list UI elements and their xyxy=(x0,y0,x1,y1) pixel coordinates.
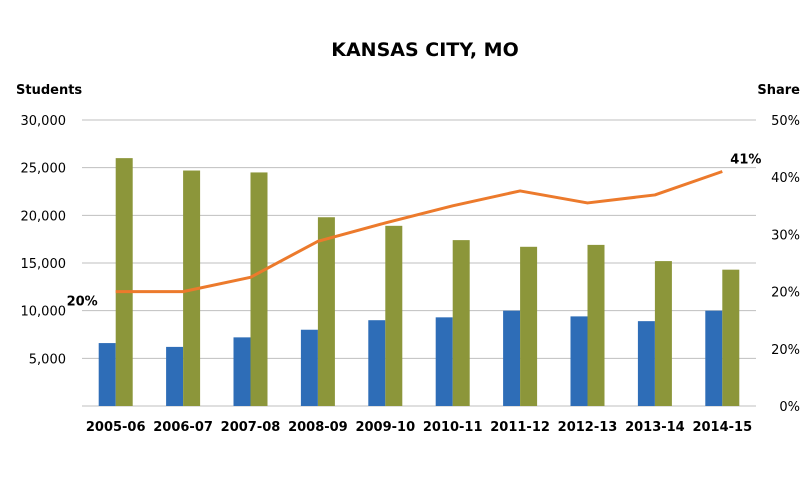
category-label: 2009-10 xyxy=(355,420,415,435)
data-label: 41% xyxy=(730,152,761,167)
bar-series-1 xyxy=(234,337,251,406)
left-tick-label: 15,000 xyxy=(21,257,67,272)
bar-series-2 xyxy=(520,247,537,406)
left-tick-label: 30,000 xyxy=(21,114,67,129)
bar-series-2 xyxy=(588,245,605,406)
bar-series-1 xyxy=(166,347,183,406)
right-tick-label: 20% xyxy=(771,343,800,358)
left-tick-label: 5,000 xyxy=(29,352,66,367)
category-label: 2012-13 xyxy=(558,420,618,435)
bar-series-2 xyxy=(453,240,470,406)
left-tick-label: 20,000 xyxy=(21,209,67,224)
category-label: 2005-06 xyxy=(86,420,146,435)
category-label: 2011-12 xyxy=(490,420,550,435)
bar-series-2 xyxy=(318,217,335,406)
right-tick-label: 40% xyxy=(771,171,800,186)
bar-series-2 xyxy=(116,158,133,406)
bar-series-2 xyxy=(251,172,268,406)
right-axis-label: Share xyxy=(757,83,800,98)
bar-series-1 xyxy=(503,311,520,406)
right-tick-label: 50% xyxy=(771,114,800,129)
bar-series-1 xyxy=(99,343,116,406)
right-tick-label: 30% xyxy=(771,228,800,243)
bar-series-1 xyxy=(638,321,655,406)
category-label: 2007-08 xyxy=(221,420,281,435)
bar-series-2 xyxy=(722,270,739,406)
left-axis-label: Students xyxy=(16,83,82,98)
bar-series-1 xyxy=(368,320,385,406)
left-tick-label: 10,000 xyxy=(21,305,67,320)
bar-series-2 xyxy=(655,261,672,406)
right-tick-label: 20% xyxy=(771,286,800,301)
bar-series-2 xyxy=(385,226,402,406)
bar-series-1 xyxy=(705,311,722,406)
category-label: 2013-14 xyxy=(625,420,685,435)
left-tick-label: 25,000 xyxy=(21,162,67,177)
bar-series-1 xyxy=(301,330,318,406)
category-label: 2006-07 xyxy=(153,420,213,435)
category-label: 2010-11 xyxy=(423,420,483,435)
category-label: 2008-09 xyxy=(288,420,348,435)
bar-series-1 xyxy=(571,316,588,406)
chart-title: KANSAS CITY, MO xyxy=(331,39,519,61)
data-label: 20% xyxy=(67,295,98,310)
bar-series-1 xyxy=(436,317,453,406)
right-tick-label: 0% xyxy=(779,400,800,415)
share-line xyxy=(116,171,723,291)
category-label: 2014-15 xyxy=(692,420,752,435)
